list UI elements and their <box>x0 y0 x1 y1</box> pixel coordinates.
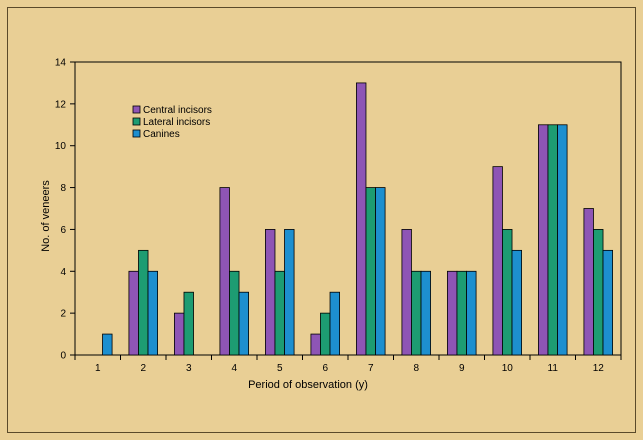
y-tick-label: 2 <box>60 309 66 320</box>
y-axis-label: No. of veneers <box>40 180 52 252</box>
bar-lateral-incisors-12 <box>593 229 604 356</box>
bar-canines-6 <box>329 291 340 356</box>
y-tick-label: 6 <box>60 225 66 236</box>
bar-canines-10 <box>511 249 522 356</box>
bar-lateral-incisors-3 <box>183 291 194 356</box>
bar-central-incisors-9 <box>447 270 458 356</box>
legend-label: Lateral incisors <box>143 117 210 128</box>
bar-central-incisors-5 <box>265 229 276 356</box>
chart-frame: No. of veneers Period of observation (y)… <box>7 7 636 433</box>
legend-label: Canines <box>143 129 180 140</box>
bar-central-incisors-8 <box>401 229 412 356</box>
y-tick-label: 8 <box>60 183 66 194</box>
bar-lateral-incisors-4 <box>229 270 240 356</box>
bar-canines-12 <box>602 249 613 356</box>
y-tick-label: 12 <box>55 99 67 110</box>
bar-canines-2 <box>147 270 158 356</box>
x-tick-label: 6 <box>322 363 328 374</box>
bar-lateral-incisors-6 <box>320 312 331 356</box>
legend-label: Central incisors <box>143 105 212 116</box>
x-tick-label: 8 <box>413 363 419 374</box>
bar-canines-5 <box>284 229 295 356</box>
bars <box>102 82 613 356</box>
bar-lateral-incisors-11 <box>547 124 558 356</box>
bar-canines-9 <box>466 270 477 356</box>
bar-central-incisors-7 <box>356 82 367 356</box>
bar-canines-1 <box>102 333 113 356</box>
legend-swatch <box>132 129 141 138</box>
legend-swatch <box>132 105 141 114</box>
x-tick-label: 2 <box>140 363 146 374</box>
bar-canines-11 <box>557 124 568 356</box>
y-tick-label: 0 <box>60 351 66 362</box>
x-axis-label: Period of observation (y) <box>248 379 368 391</box>
bar-lateral-incisors-7 <box>365 187 376 356</box>
y-tick-label: 4 <box>60 267 66 278</box>
bar-lateral-incisors-9 <box>456 270 467 356</box>
x-tick-label: 7 <box>368 363 374 374</box>
y-tick-label: 10 <box>55 141 67 152</box>
bar-canines-8 <box>420 270 431 356</box>
bar-central-incisors-11 <box>538 124 549 356</box>
x-tick-label: 11 <box>548 363 559 374</box>
bar-lateral-incisors-8 <box>411 270 422 356</box>
x-tick-label: 9 <box>459 363 465 374</box>
x-tick-label: 10 <box>502 363 514 374</box>
bar-chart: No. of veneers Period of observation (y)… <box>40 58 622 391</box>
x-tick-label: 5 <box>277 363 283 374</box>
bar-lateral-incisors-5 <box>274 270 285 356</box>
x-tick-label: 3 <box>186 363 192 374</box>
x-tick-label: 1 <box>95 363 101 374</box>
bar-central-incisors-2 <box>128 270 139 356</box>
bar-central-incisors-12 <box>583 208 594 356</box>
legend-swatch <box>132 117 141 126</box>
bar-canines-7 <box>375 187 386 356</box>
bar-lateral-incisors-2 <box>138 249 149 356</box>
bar-central-incisors-10 <box>492 166 503 356</box>
bar-lateral-incisors-10 <box>502 229 513 356</box>
y-tick-label: 14 <box>55 58 67 69</box>
x-tick-label: 4 <box>231 363 237 374</box>
x-tick-label: 12 <box>593 363 605 374</box>
bar-canines-4 <box>238 291 249 356</box>
bar-central-incisors-3 <box>174 312 185 356</box>
bar-central-incisors-6 <box>310 333 321 356</box>
bar-central-incisors-4 <box>219 187 230 356</box>
